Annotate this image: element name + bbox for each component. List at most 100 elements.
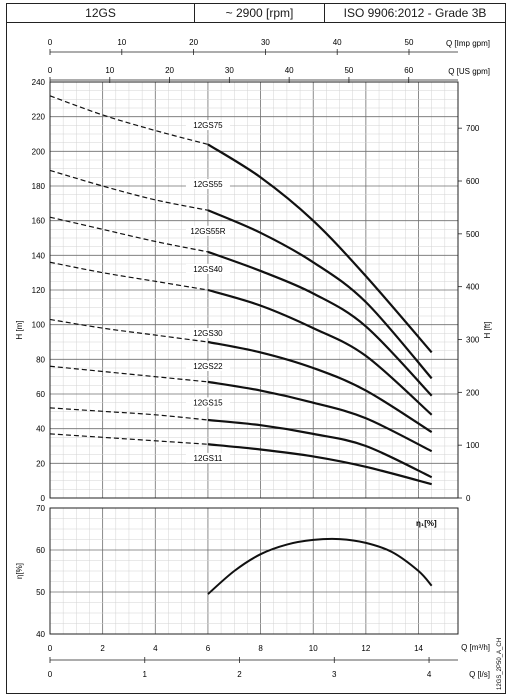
head-tick-label: 180 — [32, 182, 46, 191]
head-curve-dashed-12gs55 — [49, 169, 209, 211]
head-curve-12gs55r — [207, 250, 433, 397]
m3h-tick-label: 6 — [206, 644, 211, 653]
chart-axes — [49, 49, 462, 663]
head-ft-tick-label: 700 — [466, 124, 480, 133]
head-tick-label: 60 — [36, 390, 45, 399]
head-plot-border — [49, 81, 459, 499]
curve-label-12gs11: 12GS11 — [194, 454, 223, 463]
head-curve-dashed-12gs75 — [49, 95, 209, 145]
ls-tick-label: 2 — [237, 670, 242, 679]
imp-gpm-tick-label: 50 — [405, 38, 414, 47]
header-standard: ISO 9906:2012 - Grade 3B — [343, 6, 487, 20]
m3h-tick-label: 4 — [153, 644, 158, 653]
efficiency-tick-label: 60 — [36, 546, 45, 555]
head-ft-tick-label: 600 — [466, 177, 480, 186]
head-curve-12gs55 — [207, 209, 433, 380]
head-tick-label: 140 — [32, 251, 46, 260]
header-speed: ~ 2900 [rpm] — [195, 4, 325, 22]
head-curves: 12GS75 12GS55 12GS55R 12GS40 12GS30 12GS22 12G… — [49, 95, 433, 486]
m3h-tick-label: 14 — [414, 644, 423, 653]
head-curve-dashed-12gs55r — [49, 216, 209, 253]
us-gpm-tick-label: 20 — [165, 66, 174, 75]
us-gpm-tick-label: 10 — [105, 66, 114, 75]
efficiency-curve-line — [207, 537, 433, 595]
head-tick-label: 200 — [32, 147, 46, 156]
curve-label-12gs40: 12GS40 — [193, 265, 223, 274]
head-tick-label: 160 — [32, 217, 46, 226]
x-axis-label-m3h: Q [m³/h] — [461, 643, 490, 652]
m3h-tick-label: 0 — [48, 644, 53, 653]
head-curve-dashed-12gs40 — [49, 261, 209, 291]
ls-tick-label: 1 — [143, 670, 148, 679]
x-axis-label-ls: Q [l/s] — [469, 670, 490, 679]
header-model: 12GS — [7, 4, 195, 22]
us-gpm-tick-label: 0 — [48, 66, 53, 75]
curve-label-12gs30: 12GS30 — [193, 329, 223, 338]
chart-tick-labels: 0 10 20 30 40 500 10 20 30 40 50 600204060801001201… — [32, 38, 480, 679]
head-chart-grid — [49, 81, 459, 499]
head-tick-label: 240 — [32, 78, 46, 87]
efficiency-legend-label: η₁[%] — [416, 519, 437, 528]
ls-tick-label: 4 — [427, 670, 432, 679]
curve-label-12gs55r: 12GS55R — [190, 227, 225, 236]
m3h-tick-label: 8 — [258, 644, 263, 653]
head-curve-12gs22 — [207, 380, 433, 453]
head-tick-label: 100 — [32, 321, 46, 330]
head-tick-label: 220 — [32, 113, 46, 122]
head-curve-12gs11 — [207, 443, 432, 486]
imp-gpm-tick-label: 40 — [333, 38, 342, 47]
x-axis-label-us: Q [US gpm] — [448, 67, 490, 76]
m3h-tick-label: 2 — [100, 644, 105, 653]
head-tick-label: 80 — [36, 355, 45, 364]
head-curve-12gs75 — [207, 143, 433, 354]
efficiency-plot-border — [49, 507, 459, 635]
head-curve-12gs40 — [207, 288, 433, 416]
curve-label-12gs75: 12GS75 — [193, 121, 223, 130]
x-axis-label-imp: Q [Imp gpm] — [446, 39, 490, 48]
head-ft-tick-label: 300 — [466, 336, 480, 345]
m3h-tick-label: 10 — [309, 644, 318, 653]
ls-tick-label: 0 — [48, 670, 53, 679]
imp-gpm-tick-label: 10 — [117, 38, 126, 47]
head-tick-label: 0 — [41, 494, 46, 503]
curve-label-bg — [185, 397, 230, 408]
y-axis-label-eff: η[%] — [15, 563, 24, 579]
curve-label-bg — [185, 179, 230, 189]
head-tick-label: 120 — [32, 286, 46, 295]
curve-label-bg — [185, 120, 230, 131]
curve-label-12gs22: 12GS22 — [193, 362, 223, 371]
curve-label-bg — [185, 452, 230, 463]
head-ft-tick-label: 200 — [466, 388, 480, 397]
curve-label-bg — [185, 225, 230, 236]
curve-label-bg — [185, 263, 230, 274]
efficiency-chart-grid — [49, 507, 459, 635]
head-ft-tick-label: 500 — [466, 230, 480, 239]
efficiency-curve — [207, 537, 433, 595]
head-curve-12gs30 — [207, 340, 433, 434]
y-axis-label-head-ft: H [ft] — [483, 322, 492, 339]
head-ft-tick-label: 0 — [466, 494, 471, 503]
us-gpm-tick-label: 50 — [344, 66, 353, 75]
efficiency-tick-label: 40 — [36, 630, 45, 639]
efficiency-tick-label: 50 — [36, 588, 45, 597]
us-gpm-tick-label: 30 — [225, 66, 234, 75]
curve-label-bg — [185, 361, 230, 371]
head-tick-label: 20 — [36, 459, 45, 468]
head-ft-tick-label: 100 — [466, 441, 480, 450]
head-curve-dashed-12gs30 — [49, 318, 209, 343]
curve-label-12gs55: 12GS55 — [193, 180, 223, 189]
head-tick-label: 40 — [36, 425, 45, 434]
imp-gpm-tick-label: 30 — [261, 38, 270, 47]
curve-label-bg — [185, 328, 230, 339]
chart-frame — [6, 22, 506, 694]
curve-label-12gs15: 12GS15 — [193, 398, 223, 407]
head-curve-12gs15 — [207, 418, 433, 479]
imp-gpm-tick-label: 0 — [48, 38, 53, 47]
imp-gpm-tick-label: 20 — [189, 38, 198, 47]
side-code: 12GS_2P50_A_CH — [497, 638, 503, 690]
us-gpm-tick-label: 40 — [285, 66, 294, 75]
ls-tick-label: 3 — [332, 670, 337, 679]
m3h-tick-label: 12 — [361, 644, 370, 653]
head-ft-tick-label: 400 — [466, 283, 480, 292]
